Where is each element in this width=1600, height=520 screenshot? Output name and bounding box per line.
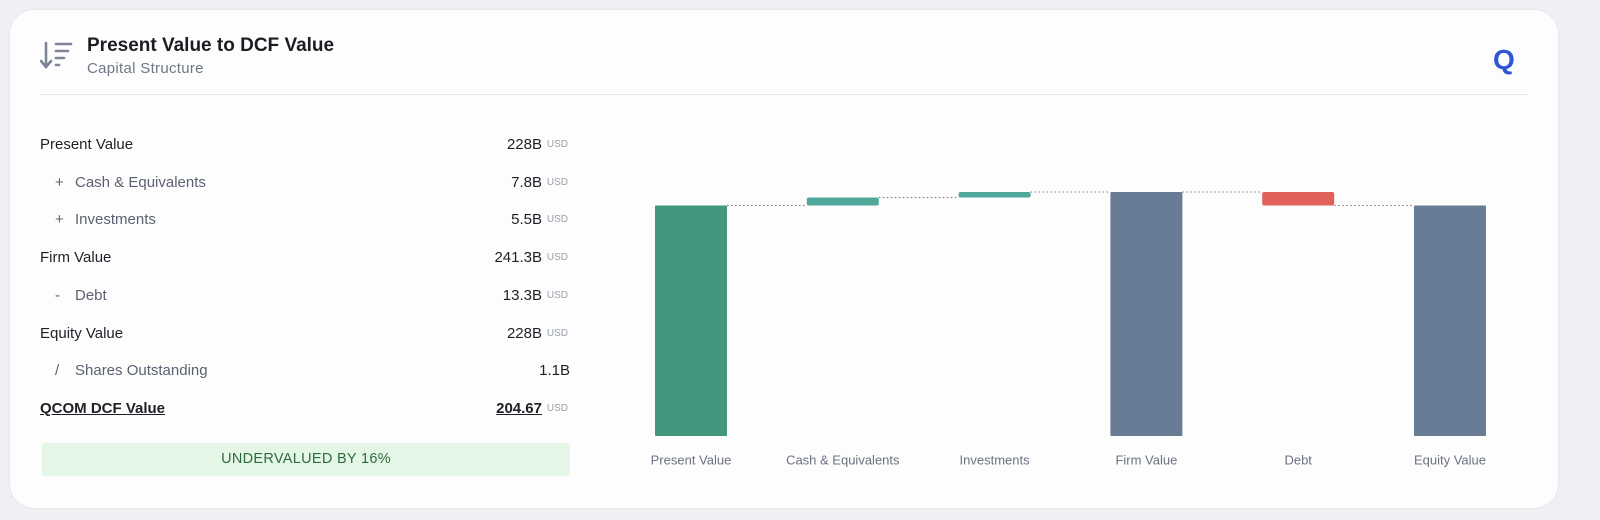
table-row: Firm Value 241.3B USD <box>40 246 570 270</box>
row-value: 1.1B <box>539 362 570 380</box>
row-value: 7.8B <box>511 173 542 191</box>
table-row: - Debt 13.3B USD <box>40 284 570 308</box>
bar <box>1262 192 1335 206</box>
row-label: Cash & Equivalents <box>75 173 206 191</box>
table-row: + Cash & Equivalents 7.8B USD <box>40 171 570 195</box>
row-value: 228B <box>506 324 542 342</box>
row-label: Equity Value <box>40 324 124 342</box>
row-value: 204.67 <box>496 399 542 417</box>
row-unit: USD <box>546 289 568 301</box>
bar <box>655 205 727 436</box>
bar <box>1414 205 1486 436</box>
row-value: 5.5B <box>511 211 542 229</box>
logo: Q <box>1493 44 1515 75</box>
card <box>10 10 1558 508</box>
row-value: 241.3B <box>494 249 542 267</box>
x-label: Debt <box>1284 452 1312 467</box>
operator: + <box>55 173 64 191</box>
operator: - <box>55 286 60 304</box>
verdict-banner: UNDERVALUED BY 16% <box>42 443 570 476</box>
table-row: QCOM DCF Value 204.67 USD <box>40 397 570 421</box>
table-row: + Investments 5.5B USD <box>40 208 570 232</box>
row-unit: USD <box>546 327 568 339</box>
x-label: Firm Value <box>1115 452 1177 467</box>
sort-icon <box>40 41 73 70</box>
row-label: Present Value <box>40 136 134 153</box>
table-row: Equity Value 228B USD <box>40 322 570 346</box>
table-row: / Shares Outstanding 1.1B <box>40 359 570 383</box>
table-row: Present Value 228B USD <box>40 133 570 157</box>
subtitle: Capital Structure <box>87 60 204 77</box>
x-label: Cash & Equivalents <box>786 452 900 467</box>
divider <box>40 94 1527 95</box>
bar <box>806 197 879 206</box>
row-unit: USD <box>546 139 568 150</box>
row-unit: USD <box>546 214 568 226</box>
row-unit: USD <box>546 252 568 264</box>
x-label: Present Value <box>651 452 732 467</box>
row-label: Debt <box>75 286 107 304</box>
row-label: Investments <box>75 211 156 229</box>
row-value: 13.3B <box>502 286 542 304</box>
row-label: Shares Outstanding <box>75 362 208 380</box>
row-value: 228B <box>506 136 542 153</box>
row-label: Firm Value <box>40 249 112 267</box>
row-unit: USD <box>546 176 568 188</box>
row-unit: USD <box>546 402 568 414</box>
x-label: Equity Value <box>1414 452 1486 467</box>
operator: + <box>55 211 64 229</box>
row-label: QCOM DCF Value <box>40 399 166 417</box>
bar <box>1110 192 1183 436</box>
bar <box>958 192 1031 198</box>
operator: / <box>55 362 60 380</box>
title: Present Value to DCF Value <box>87 35 335 56</box>
x-label: Investments <box>960 452 1031 467</box>
